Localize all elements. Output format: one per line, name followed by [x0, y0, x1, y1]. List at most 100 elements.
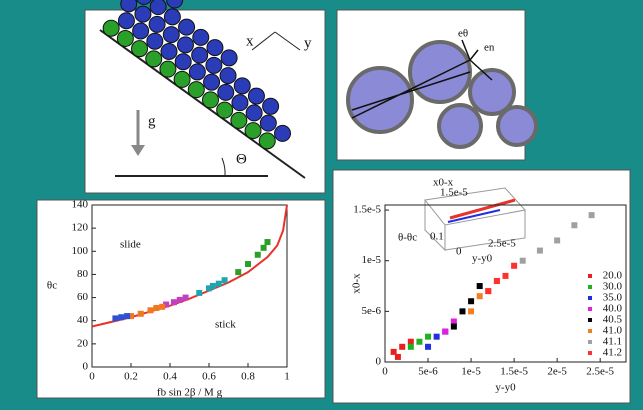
grain — [148, 15, 166, 33]
grain — [219, 67, 237, 85]
label-y: y — [304, 35, 312, 51]
y-tick-label: 20 — [77, 337, 89, 349]
grain — [206, 39, 224, 57]
point — [571, 222, 578, 229]
grain — [117, 12, 135, 30]
inset-label: 0.1 — [430, 231, 444, 243]
grain — [145, 50, 163, 68]
grain — [346, 66, 414, 134]
y-tick-label: 100 — [72, 245, 89, 257]
legend-marker — [588, 296, 592, 300]
grain — [245, 104, 263, 122]
x-tick-label: 0.8 — [241, 371, 255, 383]
point — [588, 212, 595, 219]
grain — [220, 49, 238, 67]
point — [399, 343, 406, 350]
point — [260, 244, 267, 251]
point — [264, 239, 271, 246]
legend-marker — [588, 274, 592, 278]
legend-marker — [588, 318, 592, 322]
grain — [468, 68, 516, 116]
grain — [201, 91, 219, 109]
grain — [191, 46, 209, 64]
inset-trace — [447, 209, 501, 223]
x-tick-label: 0 — [89, 371, 95, 383]
x-axis-label: y-y0 — [495, 382, 516, 394]
inset-trace — [449, 198, 516, 220]
x-tick-label: 1e-5 — [461, 366, 481, 378]
y-tick-label: 1.5e-5 — [353, 204, 381, 216]
grain — [160, 42, 178, 60]
grain — [187, 81, 205, 99]
point — [209, 283, 216, 289]
inset-box — [424, 187, 526, 252]
legend-marker — [588, 307, 592, 311]
y-tick-label: 0 — [376, 356, 382, 368]
grain — [163, 8, 181, 26]
grain — [131, 40, 149, 58]
x-tick-label: 0 — [382, 366, 388, 378]
grain — [437, 103, 483, 149]
grain — [205, 56, 223, 74]
grain — [408, 40, 472, 104]
label-e-n: en — [484, 42, 495, 54]
gravity-head — [131, 145, 145, 156]
point — [450, 318, 457, 325]
point — [407, 343, 414, 350]
point — [206, 285, 212, 292]
grain — [247, 87, 265, 105]
point — [433, 333, 440, 340]
point — [112, 315, 119, 322]
grain — [166, 0, 184, 9]
point — [425, 333, 432, 340]
point — [196, 289, 203, 296]
inset-label: y-y0 — [472, 253, 493, 265]
point — [245, 261, 251, 268]
point — [128, 313, 134, 320]
x-tick-label: 2e-5 — [547, 366, 567, 378]
legend-label: 41.1 — [603, 336, 622, 348]
y-tick-label: 140 — [72, 199, 89, 211]
legend-label: 40.5 — [603, 314, 623, 326]
point — [485, 288, 492, 295]
y-tick-label: 80 — [77, 268, 89, 280]
point — [511, 262, 518, 269]
point — [493, 277, 500, 284]
point — [394, 353, 401, 360]
legend-label: 40.0 — [603, 303, 623, 315]
grain — [192, 28, 210, 46]
x-tick-label: 0.2 — [124, 371, 138, 383]
grain — [233, 77, 251, 95]
legend-label: 35.0 — [603, 292, 623, 304]
point — [442, 328, 449, 335]
grain — [134, 5, 152, 23]
grain — [259, 114, 277, 132]
x-tick-label: 0.4 — [163, 371, 177, 383]
legend-marker — [588, 351, 592, 355]
point — [221, 277, 228, 284]
annotation: stick — [215, 319, 236, 331]
x-tick-label: 5e-6 — [418, 366, 438, 378]
point — [468, 298, 475, 305]
point — [390, 348, 397, 355]
grain — [132, 22, 150, 40]
point — [147, 307, 154, 314]
point — [176, 296, 183, 303]
point — [476, 293, 483, 300]
point — [459, 308, 466, 315]
y-axis-label: θc — [47, 280, 57, 292]
grains — [346, 40, 538, 149]
x-tick-label: 0.6 — [202, 371, 216, 383]
point — [163, 301, 170, 308]
inset-label: x0-x — [433, 177, 454, 189]
point — [118, 314, 125, 321]
grain — [203, 73, 221, 91]
grain — [102, 19, 120, 37]
grain — [159, 60, 177, 78]
grain — [162, 26, 180, 44]
grain — [178, 18, 196, 36]
y-tick-label: 0 — [83, 361, 89, 373]
inset-label: θ-θc — [398, 232, 417, 244]
